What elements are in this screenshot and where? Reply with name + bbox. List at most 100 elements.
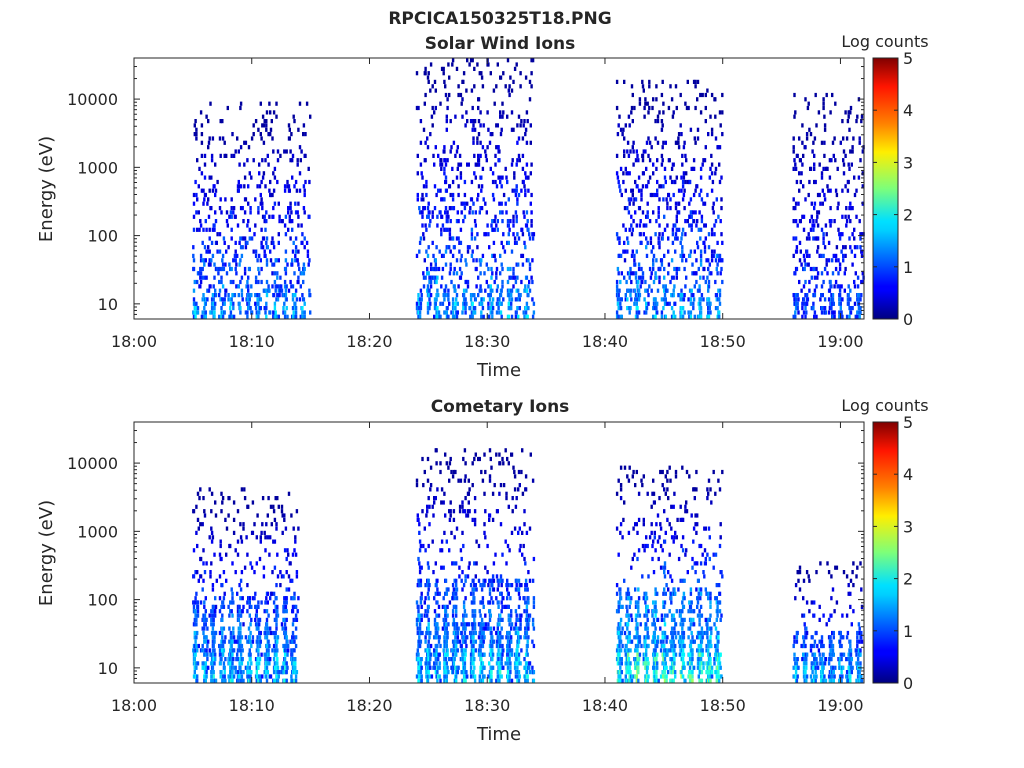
heatmap-cell [832, 301, 835, 306]
heatmap-cell [804, 197, 807, 202]
heatmap-cell [283, 609, 286, 614]
heatmap-cell [680, 132, 683, 137]
heatmap-cell [508, 674, 511, 679]
heatmap-cell [623, 79, 626, 84]
heatmap-cell [275, 622, 278, 627]
heatmap-cell [496, 622, 499, 627]
heatmap-cell [277, 232, 280, 237]
heatmap-cell [456, 635, 459, 640]
heatmap-cell [499, 132, 503, 137]
heatmap-cell [284, 648, 288, 653]
heatmap-cell [521, 136, 525, 141]
heatmap-cell [467, 478, 470, 483]
heatmap-cell [626, 240, 630, 245]
heatmap-cell [712, 210, 715, 215]
heatmap-cell [249, 674, 252, 679]
heatmap-cell [468, 210, 471, 215]
heatmap-cell [229, 306, 232, 311]
heatmap-cell [451, 236, 455, 241]
heatmap-cell [637, 175, 641, 180]
heatmap-cell [497, 674, 500, 679]
heatmap-cell [464, 306, 467, 311]
heatmap-cell [420, 617, 423, 622]
heatmap-cell [700, 219, 704, 224]
heatmap-cell [228, 496, 231, 501]
heatmap-cell [290, 674, 293, 679]
heatmap-cell [494, 214, 497, 219]
panel-title-solar-wind: Solar Wind Ions [425, 34, 576, 54]
heatmap-cell [823, 306, 827, 311]
heatmap-cell [222, 266, 226, 272]
heatmap-cell [240, 275, 244, 280]
heatmap-cell [232, 500, 236, 505]
heatmap-cell [257, 279, 260, 285]
heatmap-cell [461, 530, 464, 535]
heatmap-cell [508, 92, 511, 98]
heatmap-cell [525, 648, 529, 653]
heatmap-cell [212, 297, 215, 302]
heatmap-cell [515, 62, 518, 67]
heatmap-cell [842, 245, 845, 250]
panel-solar-wind-ions: Solar Wind Ions 18:00 18:10 18:20 18:30 18:4… [36, 32, 929, 381]
heatmap-cell [792, 166, 795, 171]
heatmap-cell [617, 314, 620, 319]
heatmap-cell [663, 288, 666, 293]
heatmap-cell [527, 626, 530, 631]
heatmap-cell [637, 310, 641, 315]
heatmap-cell [210, 158, 214, 163]
heatmap-cell [246, 583, 249, 588]
heatmap-cell [815, 219, 818, 224]
heatmap-cell [426, 504, 429, 509]
heatmap-cell [304, 153, 307, 158]
heatmap-cell [500, 661, 503, 666]
heatmap-cell [499, 639, 502, 644]
heatmap-cell [208, 136, 211, 141]
heatmap-cell [462, 583, 466, 588]
heatmap-cell [671, 232, 675, 237]
heatmap-cell [637, 297, 641, 302]
heatmap-cell [829, 110, 832, 115]
heatmap-cell [291, 652, 294, 657]
heatmap-cell [241, 245, 244, 250]
heatmap-cell [291, 158, 294, 163]
heatmap-cell [227, 513, 230, 518]
heatmap-cell [229, 266, 232, 272]
heatmap-cell [302, 279, 305, 285]
heatmap-cell [675, 219, 678, 224]
heatmap-cell [721, 240, 724, 245]
heatmap-cell [703, 266, 706, 272]
heatmap-cell [515, 583, 518, 588]
heatmap-cell [265, 635, 269, 640]
heatmap-cell [472, 661, 475, 666]
heatmap-cell [823, 114, 826, 119]
heatmap-cell [256, 297, 259, 302]
heatmap-cell [831, 310, 835, 315]
heatmap-cell [471, 314, 474, 319]
heatmap-cell [273, 306, 277, 311]
heatmap-cell [663, 266, 666, 272]
heatmap-cell [239, 648, 242, 653]
heatmap-cell [792, 145, 795, 150]
heatmap-cell [499, 670, 502, 675]
heatmap-cell [254, 617, 257, 622]
heatmap-cell [200, 132, 204, 137]
heatmap-cell [813, 179, 816, 185]
heatmap-cell [200, 153, 204, 158]
heatmap-cell [276, 604, 279, 609]
heatmap-cell [419, 140, 423, 145]
heatmap-cell [489, 166, 492, 171]
heatmap-cell [861, 279, 864, 285]
heatmap-cell [479, 140, 482, 145]
heatmap-cell [236, 613, 240, 618]
heatmap-cell [809, 132, 813, 137]
heatmap-cell [506, 179, 509, 185]
heatmap-cell [281, 530, 284, 535]
heatmap-cell [293, 591, 296, 596]
heatmap-cell [524, 665, 527, 670]
heatmap-cell [269, 596, 272, 601]
heatmap-cell [276, 678, 280, 683]
heatmap-cell [197, 184, 200, 189]
heatmap-cell [631, 119, 634, 124]
heatmap-cell [618, 643, 621, 649]
heatmap-cell [688, 179, 692, 185]
